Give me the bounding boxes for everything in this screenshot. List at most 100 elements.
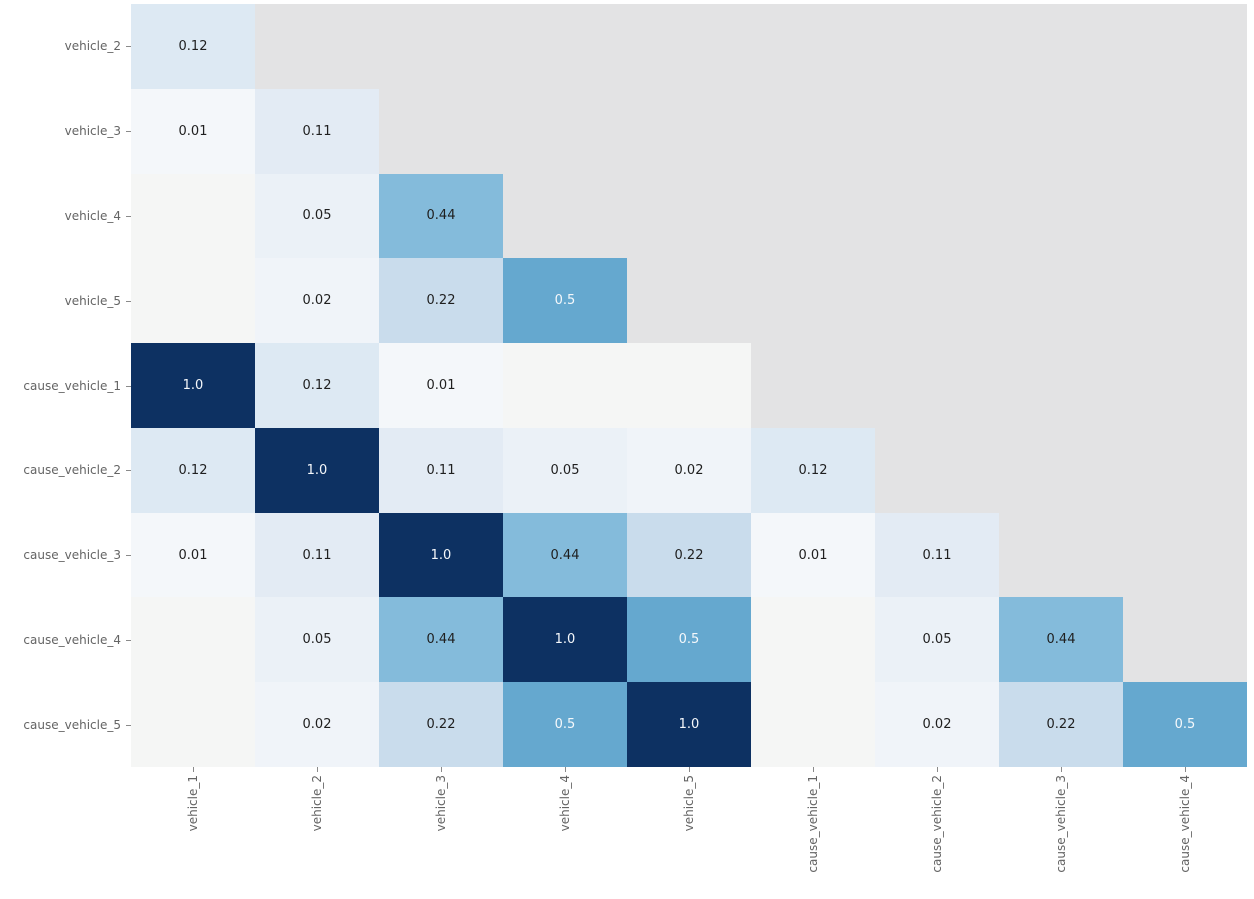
heatmap-cell-cause_vehicle_2-cause_vehicle_1: 0.12	[751, 427, 875, 513]
y-tick-mark	[126, 470, 131, 472]
y-tick-mark	[126, 724, 131, 726]
heatmap-cell-cause_vehicle_1-vehicle_1: 1.0	[131, 343, 255, 428]
heatmap-cell-empty	[751, 597, 875, 683]
x-tick-label-vehicle_1: vehicle_1	[185, 775, 200, 832]
x-tick-mark	[689, 767, 690, 772]
heatmap-grid: 0.12 0.01 0.11 0.05 0.44 0.02 0.22 0.5 1.0 0.12 0.…	[131, 4, 1247, 767]
x-tick-mark	[565, 767, 566, 772]
heatmap-cell-cause_vehicle_3-vehicle_3: 1.0	[379, 512, 503, 598]
y-tick-label-cause_vehicle_4: cause_vehicle_4	[23, 632, 121, 647]
y-tick-label-cause_vehicle_2: cause_vehicle_2	[23, 463, 121, 478]
heatmap-cell-cause_vehicle_4-cause_vehicle_2: 0.05	[875, 597, 999, 683]
masked-cell	[1123, 597, 1247, 683]
y-tick-mark	[126, 131, 131, 133]
heatmap-cell-vehicle_5-vehicle_4: 0.5	[503, 258, 627, 344]
x-tick-wrap: cause_vehicle_2	[875, 775, 999, 873]
y-tick-mark	[126, 555, 131, 557]
masked-cell	[751, 4, 875, 89]
masked-cell	[875, 4, 999, 89]
heatmap-cell-empty	[627, 343, 751, 428]
x-tick-mark	[441, 767, 442, 772]
heatmap-cell-cause_vehicle_5-cause_vehicle_4: 0.5	[1123, 682, 1247, 767]
y-tick-label-cause_vehicle_1: cause_vehicle_1	[23, 378, 121, 393]
y-tick-label-cause_vehicle_5: cause_vehicle_5	[23, 717, 121, 732]
masked-cell	[875, 88, 999, 174]
heatmap-cell-vehicle_5-vehicle_3: 0.22	[379, 258, 503, 344]
masked-cell	[255, 4, 379, 89]
x-tick-mark	[813, 767, 814, 772]
masked-cell	[999, 258, 1123, 344]
masked-cell	[627, 4, 751, 89]
x-tick-label-cause_vehicle_4: cause_vehicle_4	[1177, 775, 1192, 873]
heatmap-cell-empty	[751, 682, 875, 767]
masked-cell	[379, 88, 503, 174]
heatmap-cell-cause_vehicle_2-vehicle_4: 0.05	[503, 427, 627, 513]
x-tick-label-cause_vehicle_2: cause_vehicle_2	[929, 775, 944, 873]
heatmap-cell-vehicle_4-vehicle_2: 0.05	[255, 173, 379, 259]
heatmap-cell-cause_vehicle_5-vehicle_4: 0.5	[503, 682, 627, 767]
x-tick-label-vehicle_4: vehicle_4	[557, 775, 572, 832]
x-tick-label-vehicle_3: vehicle_3	[433, 775, 448, 832]
heatmap-cell-cause_vehicle_5-vehicle_5: 1.0	[627, 682, 751, 767]
masked-cell	[379, 4, 503, 89]
heatmap-cell-cause_vehicle_4-vehicle_4: 1.0	[503, 597, 627, 683]
masked-cell	[1123, 258, 1247, 344]
heatmap-cell-cause_vehicle_5-cause_vehicle_3: 0.22	[999, 682, 1123, 767]
masked-cell	[999, 4, 1123, 89]
y-tick-label-vehicle_2: vehicle_2	[64, 39, 121, 54]
heatmap-cell-cause_vehicle_3-cause_vehicle_1: 0.01	[751, 512, 875, 598]
heatmap-cell-vehicle_4-vehicle_3: 0.44	[379, 173, 503, 259]
x-tick-wrap: vehicle_2	[255, 775, 379, 831]
x-tick-wrap: vehicle_1	[131, 775, 255, 831]
masked-cell	[1123, 427, 1247, 513]
x-tick-wrap: cause_vehicle_3	[999, 775, 1123, 873]
y-tick-mark	[126, 300, 131, 302]
heatmap-cell-empty	[131, 597, 255, 683]
masked-cell	[1123, 343, 1247, 428]
x-tick-label-vehicle_2: vehicle_2	[309, 775, 324, 832]
heatmap-cell-vehicle_5-vehicle_2: 0.02	[255, 258, 379, 344]
x-tick-wrap: cause_vehicle_1	[751, 775, 875, 873]
heatmap-cell-empty	[131, 682, 255, 767]
heatmap-cell-cause_vehicle_3-vehicle_2: 0.11	[255, 512, 379, 598]
masked-cell	[751, 343, 875, 428]
masked-cell	[1123, 512, 1247, 598]
masked-cell	[875, 258, 999, 344]
masked-cell	[627, 173, 751, 259]
y-tick-mark	[126, 46, 131, 48]
x-tick-label-cause_vehicle_1: cause_vehicle_1	[805, 775, 820, 873]
y-tick-label-vehicle_3: vehicle_3	[64, 124, 121, 139]
heatmap-cell-cause_vehicle_5-vehicle_2: 0.02	[255, 682, 379, 767]
masked-cell	[627, 258, 751, 344]
heatmap-cell-cause_vehicle_1-vehicle_2: 0.12	[255, 343, 379, 428]
heatmap-cell-vehicle_3-vehicle_1: 0.01	[131, 88, 255, 174]
y-tick-label-vehicle_4: vehicle_4	[64, 208, 121, 223]
y-tick-mark	[126, 215, 131, 217]
x-tick-label-cause_vehicle_3: cause_vehicle_3	[1053, 775, 1068, 873]
masked-cell	[1123, 4, 1247, 89]
heatmap-cell-cause_vehicle_4-vehicle_5: 0.5	[627, 597, 751, 683]
y-tick-mark	[126, 639, 131, 641]
heatmap-cell-cause_vehicle_4-cause_vehicle_3: 0.44	[999, 597, 1123, 683]
heatmap-cell-cause_vehicle_5-vehicle_3: 0.22	[379, 682, 503, 767]
x-tick-mark	[193, 767, 194, 772]
x-tick-wrap: vehicle_4	[503, 775, 627, 831]
masked-cell	[1123, 88, 1247, 174]
heatmap-cell-cause_vehicle_3-vehicle_1: 0.01	[131, 512, 255, 598]
masked-cell	[875, 343, 999, 428]
x-tick-wrap: vehicle_5	[627, 775, 751, 831]
masked-cell	[875, 427, 999, 513]
heatmap-cell-cause_vehicle_4-vehicle_3: 0.44	[379, 597, 503, 683]
y-tick-label-cause_vehicle_3: cause_vehicle_3	[23, 548, 121, 563]
x-tick-wrap: vehicle_3	[379, 775, 503, 831]
heatmap-cell-cause_vehicle_1-vehicle_3: 0.01	[379, 343, 503, 428]
masked-cell	[1123, 173, 1247, 259]
masked-cell	[751, 173, 875, 259]
heatmap-cell-vehicle_2-vehicle_1: 0.12	[131, 4, 255, 89]
x-tick-mark	[1185, 767, 1186, 772]
masked-cell	[875, 173, 999, 259]
masked-cell	[503, 4, 627, 89]
x-tick-mark	[937, 767, 938, 772]
heatmap-cell-cause_vehicle_3-vehicle_4: 0.44	[503, 512, 627, 598]
